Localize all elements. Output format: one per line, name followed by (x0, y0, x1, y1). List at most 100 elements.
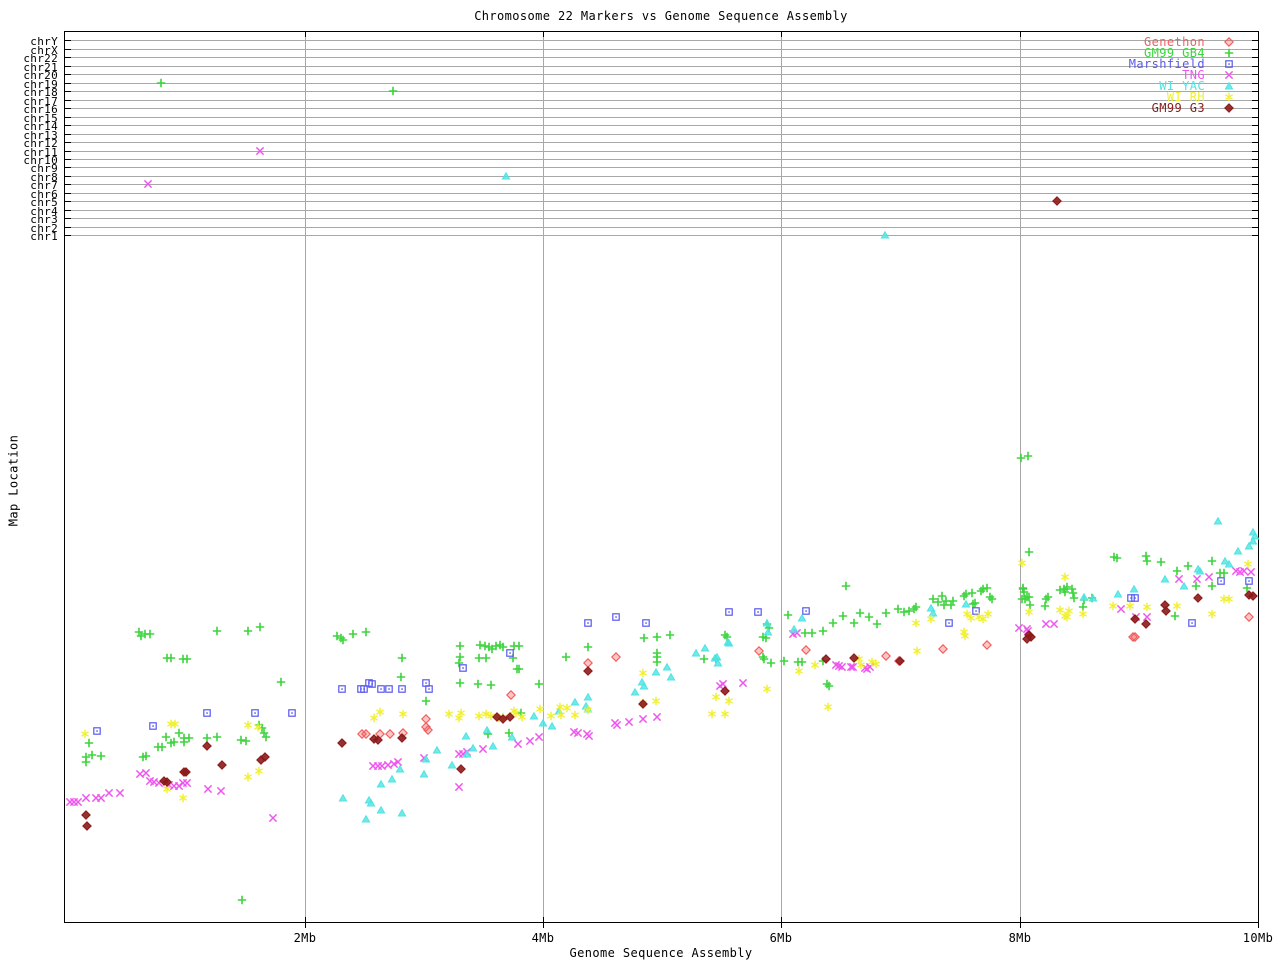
scatter-point (468, 743, 478, 753)
scatter-point (983, 609, 993, 619)
scatter-point (243, 720, 253, 730)
scatter-point (1026, 632, 1036, 642)
scatter-point (491, 641, 501, 651)
scatter-point (421, 722, 431, 732)
chrom-tick-left (64, 235, 71, 236)
chrom-label: chr1 (30, 230, 58, 243)
scatter-point (797, 657, 807, 667)
scatter-point (237, 895, 247, 905)
chrom-tick-left (64, 134, 71, 135)
chrom-gridline (65, 57, 1258, 58)
scatter-point (1179, 581, 1189, 591)
chrom-tick-right (1252, 134, 1259, 135)
scatter-point (933, 597, 943, 607)
chrom-tick-left (64, 83, 71, 84)
chrom-label: chr5 (30, 196, 58, 209)
chrom-gridline (65, 201, 1258, 202)
scatter-point (1078, 602, 1088, 612)
scatter-point (807, 628, 817, 638)
chrom-tick-right (1252, 100, 1259, 101)
scatter-point (504, 728, 514, 738)
scatter-point (202, 708, 212, 718)
scatter-point (855, 608, 865, 618)
scatter-point (712, 652, 722, 662)
scatter-point (720, 709, 730, 719)
scatter-point (948, 596, 958, 606)
chrom-label: chr10 (23, 154, 58, 167)
chrom-tick-right (1252, 151, 1259, 152)
scatter-point (480, 641, 490, 651)
scatter-point (556, 710, 566, 720)
scatter-point (202, 733, 212, 743)
legend-marker (1224, 92, 1234, 102)
scatter-point (254, 766, 264, 776)
scatter-point (651, 667, 661, 677)
scatter-point (423, 725, 433, 735)
scatter-point (261, 732, 271, 742)
scatter-point (570, 697, 580, 707)
legend-label: WI YAC (1159, 79, 1205, 93)
chrom-band-point (880, 230, 890, 240)
chrom-gridline (65, 74, 1258, 75)
chrom-band-point (388, 86, 398, 96)
scatter-point (385, 729, 395, 739)
chrom-gridline (65, 117, 1258, 118)
chrom-tick-right (1252, 83, 1259, 84)
scatter-point (1244, 576, 1254, 586)
scatter-point (212, 732, 222, 742)
scatter-point (104, 788, 114, 798)
scatter-point (475, 640, 485, 650)
scatter-point (80, 729, 90, 739)
scatter-point (481, 653, 491, 663)
chart-title: Chromosome 22 Markers vs Genome Sequence… (474, 9, 848, 23)
scatter-point (724, 607, 734, 617)
chrom-band-point (143, 179, 153, 189)
scatter-point (666, 672, 676, 682)
scatter-point (517, 712, 527, 722)
scatter-point (651, 696, 661, 706)
scatter-point (373, 735, 383, 745)
scatter-point (1248, 536, 1258, 546)
x-tick-bottom (1020, 917, 1021, 928)
scatter-point (1088, 593, 1098, 603)
chrom-gridline (65, 125, 1258, 126)
scatter-point (828, 618, 838, 628)
scatter-point (81, 793, 91, 803)
scatter-point (707, 709, 717, 719)
scatter-point (978, 614, 988, 624)
scatter-point (691, 648, 701, 658)
scatter-point (81, 810, 91, 820)
scatter-point (447, 760, 457, 770)
legend-label: Genethon (1144, 35, 1205, 49)
scatter-point (1014, 623, 1024, 633)
scatter-point (337, 684, 347, 694)
chrom-label: chr20 (23, 69, 58, 82)
scatter-point (713, 658, 723, 668)
scatter-point (753, 607, 763, 617)
scatter-point (1019, 587, 1029, 597)
scatter-point (1207, 581, 1217, 591)
scatter-point (359, 684, 369, 694)
scatter-point (287, 708, 297, 718)
scatter-point (1130, 632, 1140, 642)
scatter-point (482, 725, 492, 735)
chrom-tick-left (64, 227, 71, 228)
scatter-point (1128, 632, 1138, 642)
scatter-point (801, 606, 811, 616)
scatter-point (1207, 556, 1217, 566)
chrom-label: chr4 (30, 205, 58, 218)
scatter-point (1244, 612, 1254, 622)
scatter-point (1017, 558, 1027, 568)
scatter-point (236, 735, 246, 745)
scatter-point (546, 711, 556, 721)
chrom-gridline (65, 184, 1258, 185)
scatter-point (203, 784, 213, 794)
scatter-point (612, 720, 622, 730)
scatter-point (1125, 601, 1135, 611)
scatter-point (624, 717, 634, 727)
chrom-tick-left (64, 193, 71, 194)
scatter-point (941, 596, 951, 606)
scatter-point (818, 626, 828, 636)
scatter-point (534, 732, 544, 742)
scatter-point (1142, 612, 1152, 622)
